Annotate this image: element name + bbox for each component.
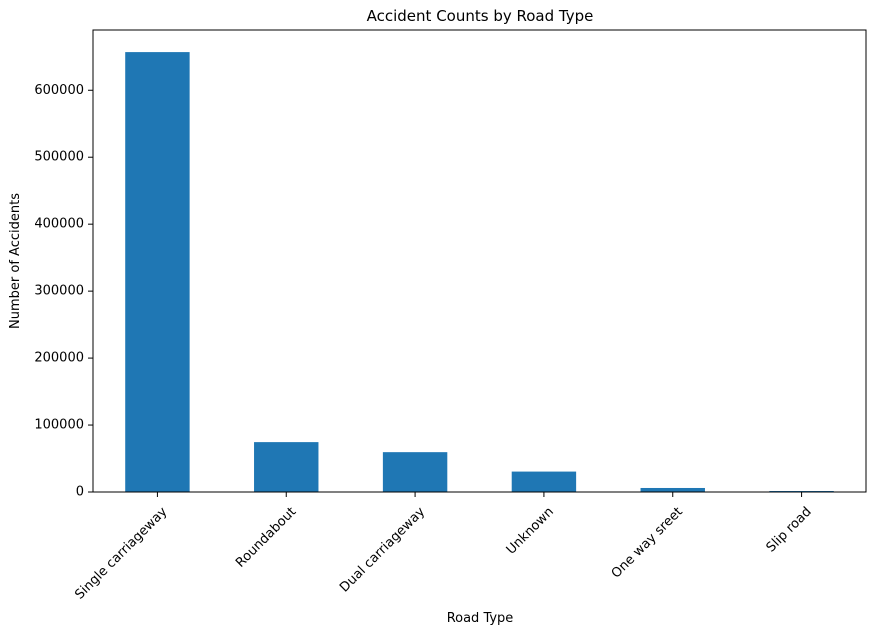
bars <box>125 52 834 492</box>
chart-title: Accident Counts by Road Type <box>367 7 594 25</box>
y-axis-ticks: 0 100000 200000 300000 400000 500000 600000 <box>34 83 93 500</box>
bar <box>511 471 577 492</box>
bar <box>125 52 190 492</box>
bar <box>382 452 448 492</box>
bar <box>254 442 319 492</box>
x-tick-label: One way sreet <box>609 504 686 581</box>
x-tick-label: Unknown <box>504 504 557 557</box>
y-tick-label: 200000 <box>34 351 84 366</box>
y-tick-label: 500000 <box>34 150 84 165</box>
y-tick-label: 100000 <box>34 418 84 433</box>
bar <box>640 487 705 492</box>
y-axis-label: Number of Accidents <box>8 193 23 329</box>
x-tick-label: Slip road <box>764 504 815 555</box>
plot-frame <box>92 29 867 493</box>
y-tick-label: 400000 <box>34 217 84 232</box>
y-tick-label: 0 <box>76 485 84 500</box>
x-tick-label: Single carriageway <box>72 504 170 602</box>
x-tick-label: Roundabout <box>233 504 299 570</box>
y-tick-label: 600000 <box>34 83 84 98</box>
x-axis-label: Road Type <box>447 611 514 626</box>
x-axis-ticks: Single carriageway Roundabout Dual carriag… <box>72 492 815 603</box>
y-tick-label: 300000 <box>34 284 84 299</box>
x-tick-label: Dual carriageway <box>337 504 428 595</box>
